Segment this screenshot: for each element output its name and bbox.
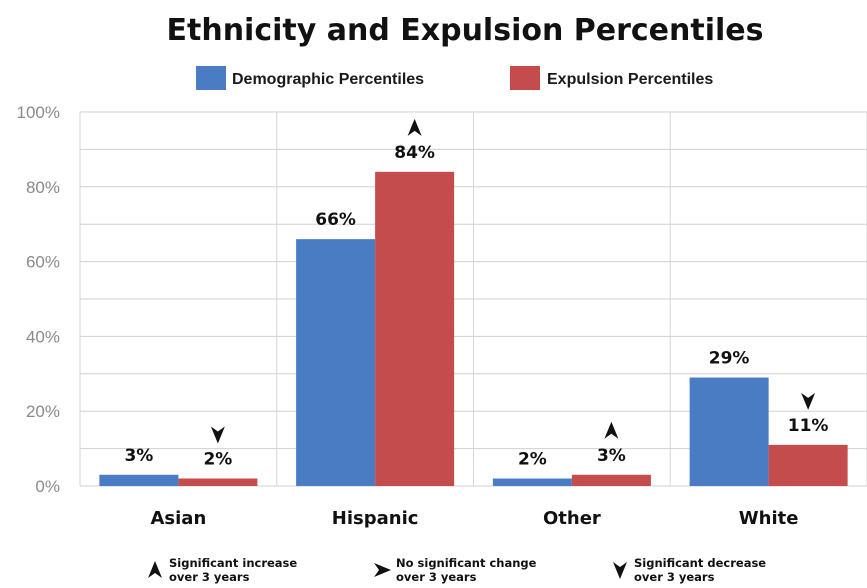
key-label-line2: over 3 years bbox=[169, 570, 250, 584]
key-label-line2: over 3 years bbox=[634, 570, 715, 584]
bar-demographic-percentiles-asian bbox=[99, 474, 179, 486]
data-label-demographic-percentiles-other: 2% bbox=[518, 450, 547, 470]
y-tick-label: 60% bbox=[26, 253, 60, 272]
no-change-arrow-icon bbox=[374, 563, 391, 577]
category-label-hispanic: Hispanic bbox=[332, 508, 419, 529]
y-tick-label: 0% bbox=[35, 477, 60, 496]
data-labels: 3% 2% 66% 84% 2% 3% 29% 11% bbox=[124, 118, 829, 470]
data-label-demographic-percentiles-white: 29% bbox=[709, 349, 750, 369]
key-label-line1: Significant increase bbox=[169, 556, 297, 570]
bar-expulsion-percentiles-white bbox=[768, 444, 848, 486]
legend-label-expulsion: Expulsion Percentiles bbox=[547, 71, 713, 88]
key-label-line2: over 3 years bbox=[396, 570, 477, 584]
category-label-asian: Asian bbox=[150, 508, 206, 529]
chart-title: Ethnicity and Expulsion Percentiles bbox=[167, 13, 764, 48]
data-label-demographic-percentiles-asian: 3% bbox=[124, 446, 153, 466]
key-label-line1: Significant decrease bbox=[634, 556, 766, 570]
bars bbox=[99, 171, 848, 486]
increase-arrow-icon bbox=[604, 421, 619, 439]
key-label-line1: No significant change bbox=[396, 556, 537, 570]
decrease-arrow-icon bbox=[613, 562, 627, 579]
legend-swatch-expulsion bbox=[510, 66, 540, 90]
grid bbox=[79, 111, 867, 487]
bar-expulsion-percentiles-asian bbox=[178, 478, 258, 486]
y-tick-label: 20% bbox=[26, 402, 60, 421]
legend-swatch-demographic bbox=[196, 66, 226, 90]
decrease-arrow-icon bbox=[801, 392, 816, 410]
bar-expulsion-percentiles-hispanic bbox=[375, 171, 455, 486]
category-label-other: Other bbox=[543, 508, 601, 529]
data-label-demographic-percentiles-hispanic: 66% bbox=[315, 210, 356, 230]
data-label-expulsion-percentiles-white: 11% bbox=[788, 416, 829, 436]
x-axis-categories: Asian Hispanic Other White bbox=[150, 508, 798, 529]
category-label-white: White bbox=[739, 508, 799, 529]
y-axis-ticks: 0% 20% 40% 60% 80% 100% bbox=[17, 103, 60, 496]
increase-arrow-icon bbox=[407, 118, 422, 136]
legend-label-demographic: Demographic Percentiles bbox=[232, 71, 424, 88]
y-tick-label: 100% bbox=[17, 103, 60, 122]
data-label-expulsion-percentiles-asian: 2% bbox=[203, 450, 232, 470]
bar-demographic-percentiles-other bbox=[492, 478, 572, 486]
y-tick-label: 40% bbox=[26, 327, 60, 346]
data-label-expulsion-percentiles-hispanic: 84% bbox=[394, 143, 435, 163]
legend: Demographic Percentiles Expulsion Percen… bbox=[196, 66, 713, 90]
y-tick-label: 80% bbox=[26, 178, 60, 197]
bar-demographic-percentiles-hispanic bbox=[296, 239, 376, 486]
bar-expulsion-percentiles-other bbox=[571, 474, 651, 486]
data-label-expulsion-percentiles-other: 3% bbox=[597, 446, 626, 466]
increase-arrow-icon bbox=[148, 561, 162, 578]
decrease-arrow-icon bbox=[210, 426, 225, 444]
bar-demographic-percentiles-white bbox=[689, 377, 769, 486]
